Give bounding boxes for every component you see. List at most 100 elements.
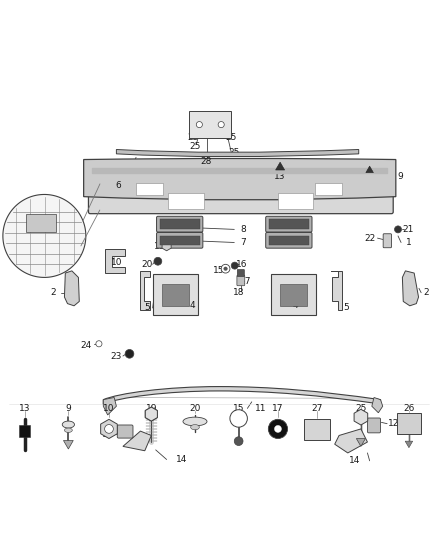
FancyBboxPatch shape (88, 188, 393, 214)
Text: 25: 25 (189, 142, 201, 151)
FancyBboxPatch shape (271, 274, 316, 316)
FancyBboxPatch shape (266, 232, 312, 248)
FancyBboxPatch shape (117, 425, 133, 438)
Text: 22: 22 (364, 233, 375, 243)
FancyBboxPatch shape (237, 270, 244, 277)
Text: 15: 15 (213, 266, 225, 276)
FancyBboxPatch shape (159, 220, 200, 229)
Text: 24: 24 (80, 341, 92, 350)
Polygon shape (3, 195, 86, 277)
Text: 10: 10 (103, 404, 115, 413)
FancyBboxPatch shape (278, 193, 313, 209)
Circle shape (196, 122, 202, 128)
Text: 25: 25 (355, 404, 367, 413)
Text: 10: 10 (111, 257, 122, 266)
FancyBboxPatch shape (397, 413, 421, 434)
FancyBboxPatch shape (136, 183, 162, 195)
Ellipse shape (64, 428, 72, 432)
FancyBboxPatch shape (152, 274, 198, 316)
FancyBboxPatch shape (280, 284, 307, 306)
Text: 4: 4 (190, 301, 196, 310)
Text: 15: 15 (233, 404, 244, 413)
Text: 2: 2 (424, 288, 429, 297)
Polygon shape (106, 249, 125, 273)
Text: 25: 25 (226, 133, 237, 142)
Text: 5: 5 (344, 303, 350, 312)
Text: 17: 17 (240, 277, 252, 286)
Text: 17: 17 (272, 404, 284, 413)
FancyBboxPatch shape (383, 234, 392, 248)
Circle shape (230, 410, 247, 427)
Ellipse shape (191, 425, 199, 430)
Text: 16: 16 (237, 260, 248, 269)
Circle shape (218, 122, 224, 128)
Polygon shape (123, 431, 151, 451)
Text: 9: 9 (66, 404, 71, 413)
Text: 1: 1 (406, 238, 412, 247)
Text: 5: 5 (144, 303, 150, 312)
FancyBboxPatch shape (314, 183, 342, 195)
Text: 11: 11 (255, 404, 266, 413)
FancyBboxPatch shape (26, 214, 56, 232)
Polygon shape (403, 271, 419, 306)
Polygon shape (335, 429, 367, 453)
FancyBboxPatch shape (156, 232, 203, 248)
FancyBboxPatch shape (269, 236, 309, 245)
Text: 7: 7 (240, 238, 246, 247)
Circle shape (395, 226, 402, 233)
FancyBboxPatch shape (269, 220, 309, 229)
PathPatch shape (84, 158, 396, 200)
Text: 23: 23 (111, 351, 122, 360)
Polygon shape (372, 398, 383, 413)
Text: 20: 20 (141, 260, 153, 269)
Text: 27: 27 (311, 404, 323, 413)
Ellipse shape (183, 417, 207, 426)
PathPatch shape (117, 149, 359, 157)
FancyBboxPatch shape (19, 425, 30, 437)
Text: 19: 19 (154, 243, 166, 252)
Circle shape (275, 425, 282, 432)
Polygon shape (64, 271, 79, 306)
Polygon shape (140, 271, 150, 310)
FancyBboxPatch shape (162, 284, 189, 306)
Polygon shape (331, 271, 342, 310)
Ellipse shape (62, 421, 74, 428)
Circle shape (224, 267, 227, 270)
Text: 4: 4 (293, 301, 298, 310)
Text: 19: 19 (145, 404, 157, 413)
Text: 28: 28 (200, 157, 212, 166)
FancyBboxPatch shape (266, 216, 312, 232)
Circle shape (231, 262, 238, 269)
FancyBboxPatch shape (237, 275, 245, 286)
FancyBboxPatch shape (168, 193, 204, 209)
Circle shape (96, 341, 102, 347)
FancyBboxPatch shape (304, 419, 330, 440)
Text: 20: 20 (189, 404, 201, 413)
Text: 13: 13 (274, 173, 286, 182)
Circle shape (125, 350, 134, 358)
Polygon shape (103, 398, 117, 415)
FancyBboxPatch shape (156, 216, 203, 232)
Text: 14: 14 (176, 455, 187, 464)
Text: 9: 9 (397, 173, 403, 182)
Circle shape (221, 264, 230, 273)
Text: 21: 21 (403, 225, 414, 234)
FancyBboxPatch shape (189, 111, 231, 138)
Circle shape (268, 419, 288, 439)
PathPatch shape (103, 386, 381, 404)
Text: 25: 25 (229, 149, 240, 157)
Text: 13: 13 (19, 404, 31, 413)
Text: 12: 12 (388, 419, 399, 428)
Text: 8: 8 (240, 225, 246, 234)
FancyBboxPatch shape (159, 236, 200, 245)
Text: 25: 25 (187, 133, 198, 142)
Text: 26: 26 (403, 404, 415, 413)
Circle shape (234, 437, 243, 446)
Circle shape (154, 257, 162, 265)
Text: 14: 14 (349, 456, 360, 465)
Text: 2: 2 (50, 288, 56, 297)
Text: 18: 18 (233, 288, 244, 297)
FancyBboxPatch shape (367, 418, 381, 433)
Text: 6: 6 (116, 181, 121, 190)
Circle shape (105, 425, 113, 433)
